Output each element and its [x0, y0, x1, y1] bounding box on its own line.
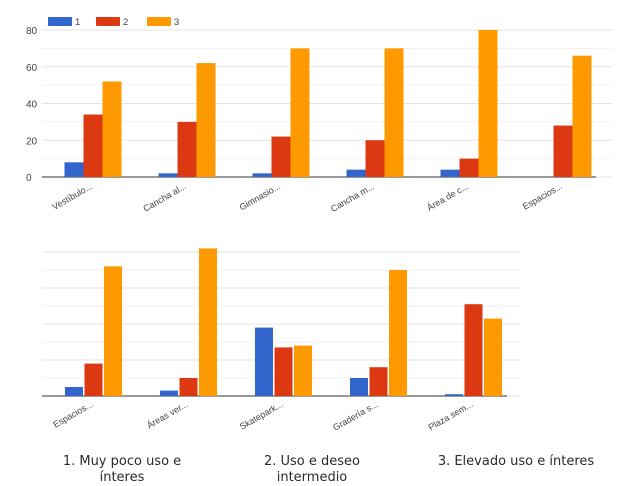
legend-caption-3: 3. Elevado uso e ínteres — [436, 454, 596, 470]
bar — [478, 30, 498, 177]
x-tick-label: Cancha m... — [329, 181, 376, 214]
bar — [274, 347, 293, 396]
x-tick-label: Espacios... — [51, 399, 94, 430]
bar — [255, 327, 273, 396]
x-tick-label: Skatepark... — [238, 399, 285, 432]
legend-label: 3 — [174, 17, 179, 28]
y-tick-label: 40 — [26, 100, 38, 111]
caption-2-text: 2. Uso e deseo intermedio — [263, 454, 360, 485]
bar — [199, 248, 217, 396]
bar — [484, 318, 502, 396]
bar — [294, 345, 312, 396]
bar — [65, 387, 83, 396]
bar — [290, 48, 310, 177]
bar — [196, 63, 216, 178]
x-tick-label: Plaza sem... — [427, 399, 475, 432]
bar — [346, 169, 366, 177]
chart-top: 0 20 40 60 80 Vestíbulo... Cancha al... Gimnasi… — [26, 17, 612, 214]
x-tick-label: Áreas ver... — [145, 399, 189, 430]
y-tick-label: 60 — [26, 63, 38, 74]
y-tick-label: 80 — [26, 26, 38, 37]
bar — [104, 266, 122, 396]
x-tick-label: Área de c... — [425, 181, 470, 213]
bar — [384, 48, 404, 177]
bar — [365, 140, 385, 177]
bar — [464, 304, 483, 396]
x-tick-label: Gimnasio... — [238, 181, 282, 212]
legend-swatch — [48, 17, 72, 26]
x-tick-label: Espacios... — [521, 181, 564, 212]
x-tick-label: Gradería s... — [331, 399, 379, 433]
legend-swatch — [147, 17, 171, 26]
legend-label: 1 — [75, 17, 80, 28]
bar — [84, 363, 103, 396]
bar — [445, 394, 463, 396]
legend-caption-1: 1. Muy poco uso e ínteres — [42, 454, 202, 486]
bar — [350, 378, 368, 396]
x-tick-label: Vestíbulo... — [50, 181, 94, 212]
chart-bottom: Espacios... Áreas ver... Skatepark... Grade… — [42, 248, 520, 433]
bar — [572, 55, 592, 177]
bar — [553, 125, 573, 177]
bar — [369, 367, 388, 396]
legend-swatch — [96, 17, 120, 26]
legend-caption-2: 2. Uso e deseo intermedio — [232, 454, 392, 486]
bar — [389, 270, 407, 396]
y-tick-label: 20 — [26, 136, 38, 147]
bar — [459, 158, 479, 177]
bar — [440, 169, 460, 177]
bar — [179, 378, 198, 396]
bar — [102, 81, 122, 177]
bar — [158, 173, 178, 177]
x-tick-label: Cancha al... — [141, 181, 188, 214]
legend-label: 2 — [123, 17, 128, 28]
y-tick-label: 0 — [26, 173, 32, 184]
bar — [177, 121, 197, 177]
caption-1-text: 1. Muy poco uso e ínteres — [62, 454, 182, 485]
bar — [83, 114, 103, 177]
bar — [252, 173, 272, 177]
bar — [271, 136, 291, 177]
caption-3-text: 3. Elevado uso e ínteres — [437, 454, 595, 469]
bar — [64, 162, 84, 177]
bar — [160, 390, 178, 396]
